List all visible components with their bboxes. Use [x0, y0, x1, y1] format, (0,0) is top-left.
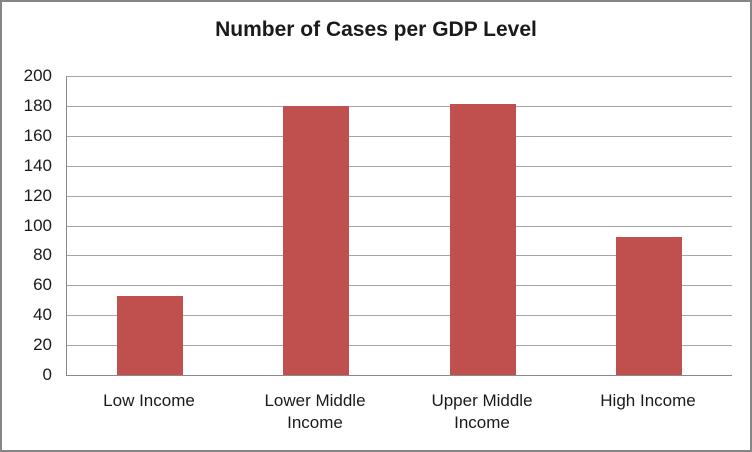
y-axis-tick-label: 60: [33, 275, 52, 294]
y-axis-tick-label: 200: [23, 66, 52, 85]
chart-title: Number of Cases per GDP Level: [215, 18, 537, 41]
gridline: [67, 136, 732, 137]
gridline: [67, 226, 732, 227]
y-axis-tick-label: 0: [42, 365, 52, 384]
gridline: [67, 345, 732, 346]
gridline: [67, 285, 732, 286]
x-axis-category-label: Lower Middle Income: [264, 391, 366, 432]
x-axis-category-label: Low Income: [103, 391, 195, 410]
gridline: [67, 196, 732, 197]
y-axis-tick-label: 160: [23, 126, 52, 145]
bar-high-income: [616, 237, 682, 375]
bar-lower-middle-income: [283, 106, 349, 375]
y-axis-tick-label: 80: [33, 245, 52, 264]
gridline: [67, 106, 732, 107]
gridline: [67, 166, 732, 167]
y-axis-tick-label: 20: [33, 335, 52, 354]
x-axis-category-label: High Income: [600, 391, 696, 410]
x-axis-category-label: Upper Middle Income: [431, 391, 533, 432]
gridline: [67, 315, 732, 316]
y-axis-tick-label: 180: [23, 96, 52, 115]
bar-upper-middle-income: [450, 104, 516, 375]
gridline: [67, 255, 732, 256]
gridline: [67, 76, 732, 77]
y-axis-tick-label: 140: [23, 156, 52, 175]
bar-low-income: [117, 296, 183, 375]
y-axis-tick-label: 40: [33, 305, 52, 324]
plot-area: [66, 76, 732, 376]
y-axis-tick-label: 100: [23, 216, 52, 235]
y-axis-tick-label: 120: [23, 186, 52, 205]
